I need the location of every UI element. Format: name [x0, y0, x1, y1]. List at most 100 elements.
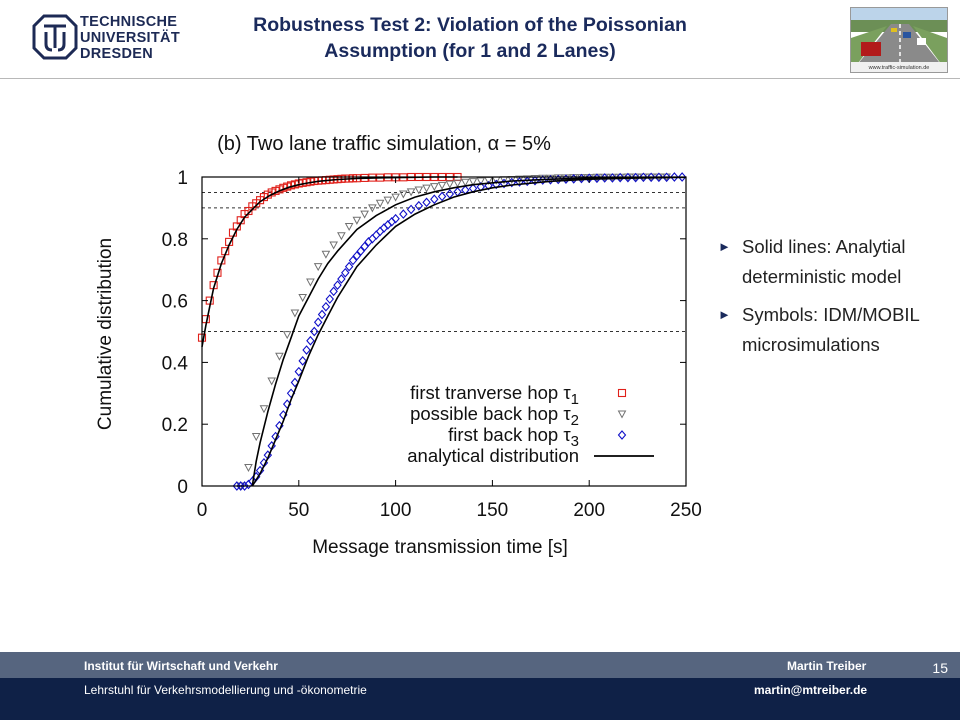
data-point-triangle	[383, 196, 393, 205]
data-point-triangle	[313, 263, 323, 272]
footer-bottom-band: Lehrstuhl für Verkehrsmodellierung und -…	[0, 678, 960, 720]
slide-footer: Institut für Wirtschaft und Verkehr Mart…	[0, 652, 960, 720]
data-point-diamond	[306, 335, 315, 346]
plot-frame	[201, 176, 687, 487]
data-point-triangle	[391, 193, 400, 202]
footer-institute: Institut für Wirtschaft und Verkehr	[84, 659, 278, 673]
data-point-triangle	[422, 184, 431, 193]
legend-subscript: 3	[571, 433, 579, 450]
y-tick-label: 0.8	[162, 230, 188, 251]
logo-line-1: TECHNISCHE	[80, 14, 178, 30]
y-tick-label: 1	[177, 168, 188, 189]
data-point-triangle	[275, 352, 284, 361]
y-tick-label: 0.2	[162, 415, 188, 436]
slide-header: TECHNISCHE UNIVERSITÄT DRESDEN Robustnes…	[0, 0, 960, 78]
x-tick-label: 150	[477, 500, 509, 521]
data-point-diamond	[236, 481, 245, 491]
data-point-square	[617, 388, 627, 398]
chart-title: (b) Two lane traffic simulation, α = 5%	[217, 133, 551, 155]
data-point-diamond	[430, 194, 439, 205]
y-tick-label: 0.4	[162, 353, 189, 374]
data-point-diamond	[617, 430, 627, 440]
axes	[201, 176, 687, 487]
data-point-diamond	[360, 241, 369, 252]
data-point-diamond	[372, 230, 381, 240]
legend-name: possible back hop	[410, 403, 563, 424]
x-tick-label: 0	[197, 500, 208, 521]
data-point-diamond	[337, 274, 346, 284]
data-point-triangle	[337, 232, 346, 241]
data-point-diamond	[654, 172, 664, 183]
data-point-triangle	[329, 241, 338, 250]
data-point-diamond	[298, 356, 307, 366]
data-point-triangle	[306, 278, 315, 287]
data-point-triangle	[267, 377, 277, 386]
data-point-diamond	[615, 172, 625, 183]
data-point-triangle	[476, 177, 486, 186]
data-point-diamond	[484, 180, 493, 191]
thumbnail-caption: www.traffic-simulation.de	[868, 65, 930, 71]
data-point-diamond	[310, 326, 319, 337]
bullet-list: ► Solid lines: Analytial deterministic m…	[718, 232, 948, 368]
data-point-triangle	[437, 181, 447, 190]
data-point-diamond	[391, 213, 400, 224]
x-axis-label: Message transmission time [s]	[312, 537, 568, 558]
legend-subscript: 2	[571, 412, 579, 429]
y-axis-label: Cumulative distribution	[95, 238, 116, 430]
data-point-triangle	[352, 216, 362, 225]
tick-labels: 0 50 100 150 200 250 0 0.2 0.4 0.6 0.8 1	[162, 168, 702, 521]
data-point-triangle	[375, 199, 385, 208]
data-point-diamond	[561, 174, 571, 184]
data-point-triangle	[429, 183, 439, 192]
data-point-diamond	[422, 197, 431, 208]
tu-dresden-emblem-icon	[32, 14, 78, 60]
triangle-bullet-icon: ►	[718, 239, 731, 254]
reference-lines	[202, 191, 686, 332]
legend-symbol: τ	[563, 403, 571, 424]
slide-title-line-1: Robustness Test 2: Violation of the Pois…	[253, 14, 687, 36]
logo-wordmark: TECHNISCHE UNIVERSITÄT DRESDEN	[80, 14, 180, 62]
data-point-triangle	[259, 405, 269, 414]
data-point-diamond	[670, 172, 679, 182]
slide-title: Robustness Test 2: Violation of the Pois…	[230, 12, 710, 64]
data-point-triangle	[468, 178, 478, 187]
data-point-diamond	[406, 204, 416, 215]
x-tick-label: 50	[288, 500, 309, 521]
footer-author: Martin Treiber	[787, 659, 867, 673]
data-point-diamond	[240, 481, 249, 491]
data-point-triangle	[617, 410, 627, 419]
data-point-triangle	[290, 309, 300, 318]
traffic-simulation-thumbnail: www.traffic-simulation.de	[850, 7, 948, 73]
triangle-bullet-icon: ►	[718, 307, 731, 322]
data-point-diamond	[329, 286, 338, 297]
data-point-diamond	[375, 226, 385, 237]
analytical-curve	[201, 176, 458, 348]
data-point-diamond	[317, 309, 327, 320]
data-point-diamond	[321, 301, 331, 312]
data-point-triangle	[406, 188, 416, 197]
y-tick-label: 0	[177, 477, 188, 498]
x-tick-label: 100	[380, 500, 412, 521]
data-point-diamond	[341, 267, 350, 278]
highway-scene-image: www.traffic-simulation.de	[851, 8, 947, 72]
data-point-triangle	[244, 463, 253, 473]
data-point-triangle	[251, 433, 261, 442]
data-point-diamond	[639, 172, 648, 183]
data-point-diamond	[325, 294, 335, 304]
data-point-diamond	[623, 172, 633, 183]
data-point-triangle	[321, 250, 331, 259]
cdf-chart: (b) Two lane traffic simulation, α = 5% …	[84, 122, 724, 562]
data-point-diamond	[662, 172, 671, 183]
legend-label-analytical: analytical distribution	[407, 445, 579, 466]
data-point-triangle	[344, 222, 354, 231]
series-1	[197, 172, 462, 342]
legend-symbol: τ	[563, 382, 571, 403]
legend-label: possible back hop τ2	[410, 403, 579, 429]
data-point-diamond	[553, 174, 563, 185]
logo-line-3: DRESDEN	[80, 46, 153, 62]
data-point-diamond	[302, 345, 311, 355]
data-point-diamond	[399, 209, 408, 219]
data-point-diamond	[414, 200, 424, 211]
data-point-triangle	[368, 204, 377, 213]
analytical-curve	[251, 176, 667, 487]
